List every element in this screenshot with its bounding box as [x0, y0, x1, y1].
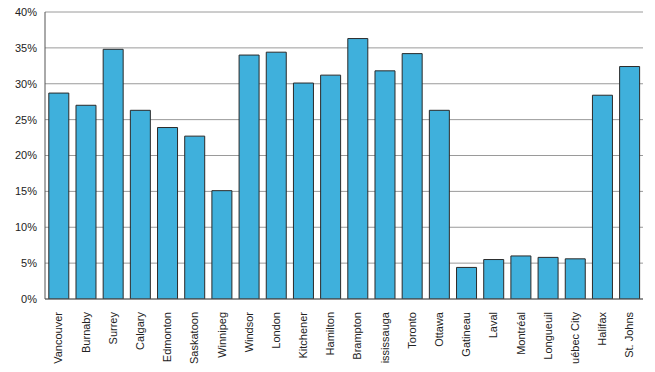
svg-text:Toronto: Toronto — [406, 312, 418, 349]
svg-text:40%: 40% — [15, 8, 37, 18]
svg-text:Burnaby: Burnaby — [80, 312, 92, 353]
svg-text:St. Johns: St. Johns — [623, 312, 635, 358]
svg-text:0%: 0% — [21, 293, 37, 305]
svg-text:Surrey: Surrey — [107, 312, 119, 345]
svg-text:Winnipeg: Winnipeg — [216, 312, 228, 358]
svg-text:30%: 30% — [15, 78, 37, 90]
svg-text:Vancouver: Vancouver — [52, 312, 64, 364]
svg-text:Ottawa: Ottawa — [433, 311, 445, 347]
svg-text:Saskatoon: Saskatoon — [188, 312, 200, 364]
svg-text:Hamilton: Hamilton — [324, 312, 336, 355]
svg-text:Mississauga: Mississauga — [379, 311, 391, 364]
svg-text:Windsor: Windsor — [243, 312, 255, 353]
svg-text:Laval: Laval — [487, 312, 499, 338]
svg-text:10%: 10% — [15, 221, 37, 233]
svg-text:5%: 5% — [21, 257, 37, 269]
svg-text:Edmonton: Edmonton — [161, 312, 173, 362]
svg-text:20%: 20% — [15, 149, 37, 161]
svg-text:Longueuil: Longueuil — [542, 312, 554, 360]
svg-text:25%: 25% — [15, 114, 37, 126]
svg-text:Calgary: Calgary — [134, 312, 146, 350]
svg-text:London: London — [270, 312, 282, 349]
svg-text:Québec City: Québec City — [569, 312, 581, 364]
svg-text:Montréal: Montréal — [515, 312, 527, 355]
svg-text:Brampton: Brampton — [351, 312, 363, 360]
svg-text:Halifax: Halifax — [596, 312, 608, 346]
svg-text:35%: 35% — [15, 42, 37, 54]
svg-text:15%: 15% — [15, 185, 37, 197]
svg-text:Gatineau: Gatineau — [460, 312, 472, 357]
svg-text:Kitchener: Kitchener — [297, 312, 309, 359]
